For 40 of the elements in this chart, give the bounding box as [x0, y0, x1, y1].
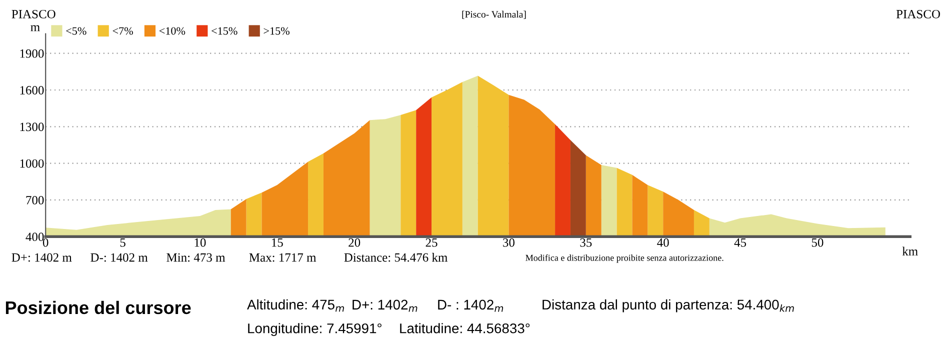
- text: PIASCO: [896, 10, 940, 18]
- x-tick-label: 45: [734, 238, 746, 247]
- text: D-: 1402 m: [90, 253, 148, 262]
- x-tick-label: 15: [272, 238, 283, 247]
- legend-label: <5%: [66, 27, 86, 35]
- text: Max: 1717 m: [249, 253, 316, 262]
- legend-label: <10%: [159, 27, 186, 35]
- x-tick-label: 10: [194, 238, 206, 247]
- y-tick-label: 1900: [20, 49, 44, 58]
- legend-label: >15%: [264, 27, 290, 35]
- text: Min: 473 m: [166, 253, 226, 262]
- y-axis-title: m: [30, 25, 40, 32]
- x-tick-label: 30: [503, 238, 514, 247]
- text: Distance: 54.476 km: [344, 252, 448, 262]
- text: Distanza dal punto di partenza: 54.400$_{km}$: [542, 299, 794, 312]
- x-tick-label: 20: [348, 238, 360, 247]
- chart-title: [Pisco- Valmala]: [462, 10, 526, 19]
- text: PIASCO: [12, 10, 56, 18]
- x-tick-label: 5: [120, 238, 126, 247]
- x-tick-label: 0: [42, 238, 48, 247]
- legend-label: <7%: [112, 27, 133, 35]
- text: D+: 1402 m: [12, 253, 72, 262]
- legend-label: <15%: [212, 27, 238, 35]
- y-tick-label: 400: [26, 232, 44, 242]
- text: Altitudine: 475$_{m}$: [247, 299, 344, 312]
- y-tick-label: 1300: [20, 122, 44, 132]
- x-tick-label: 25: [426, 238, 438, 247]
- x-tick-label: 35: [580, 238, 592, 247]
- x-axis-title: km: [902, 246, 918, 256]
- text: D- : 1402$_{m}$: [438, 300, 504, 312]
- y-tick-label: 1600: [20, 86, 44, 94]
- text: Posizione del cursore: [6, 300, 191, 314]
- x-tick-label: 50: [812, 238, 824, 247]
- x-tick-label: 40: [657, 238, 669, 247]
- text: D+: 1402$_{m}$: [352, 300, 418, 312]
- y-tick-label: 1000: [20, 159, 44, 168]
- text: Longitudine: 7.45991°: [248, 323, 382, 336]
- text: Modifica e distribuzione proibite senza autorizzazione.: [526, 254, 724, 263]
- text: Latitudine: 44.56833°: [400, 323, 530, 334]
- y-tick-label: 700: [26, 196, 44, 204]
